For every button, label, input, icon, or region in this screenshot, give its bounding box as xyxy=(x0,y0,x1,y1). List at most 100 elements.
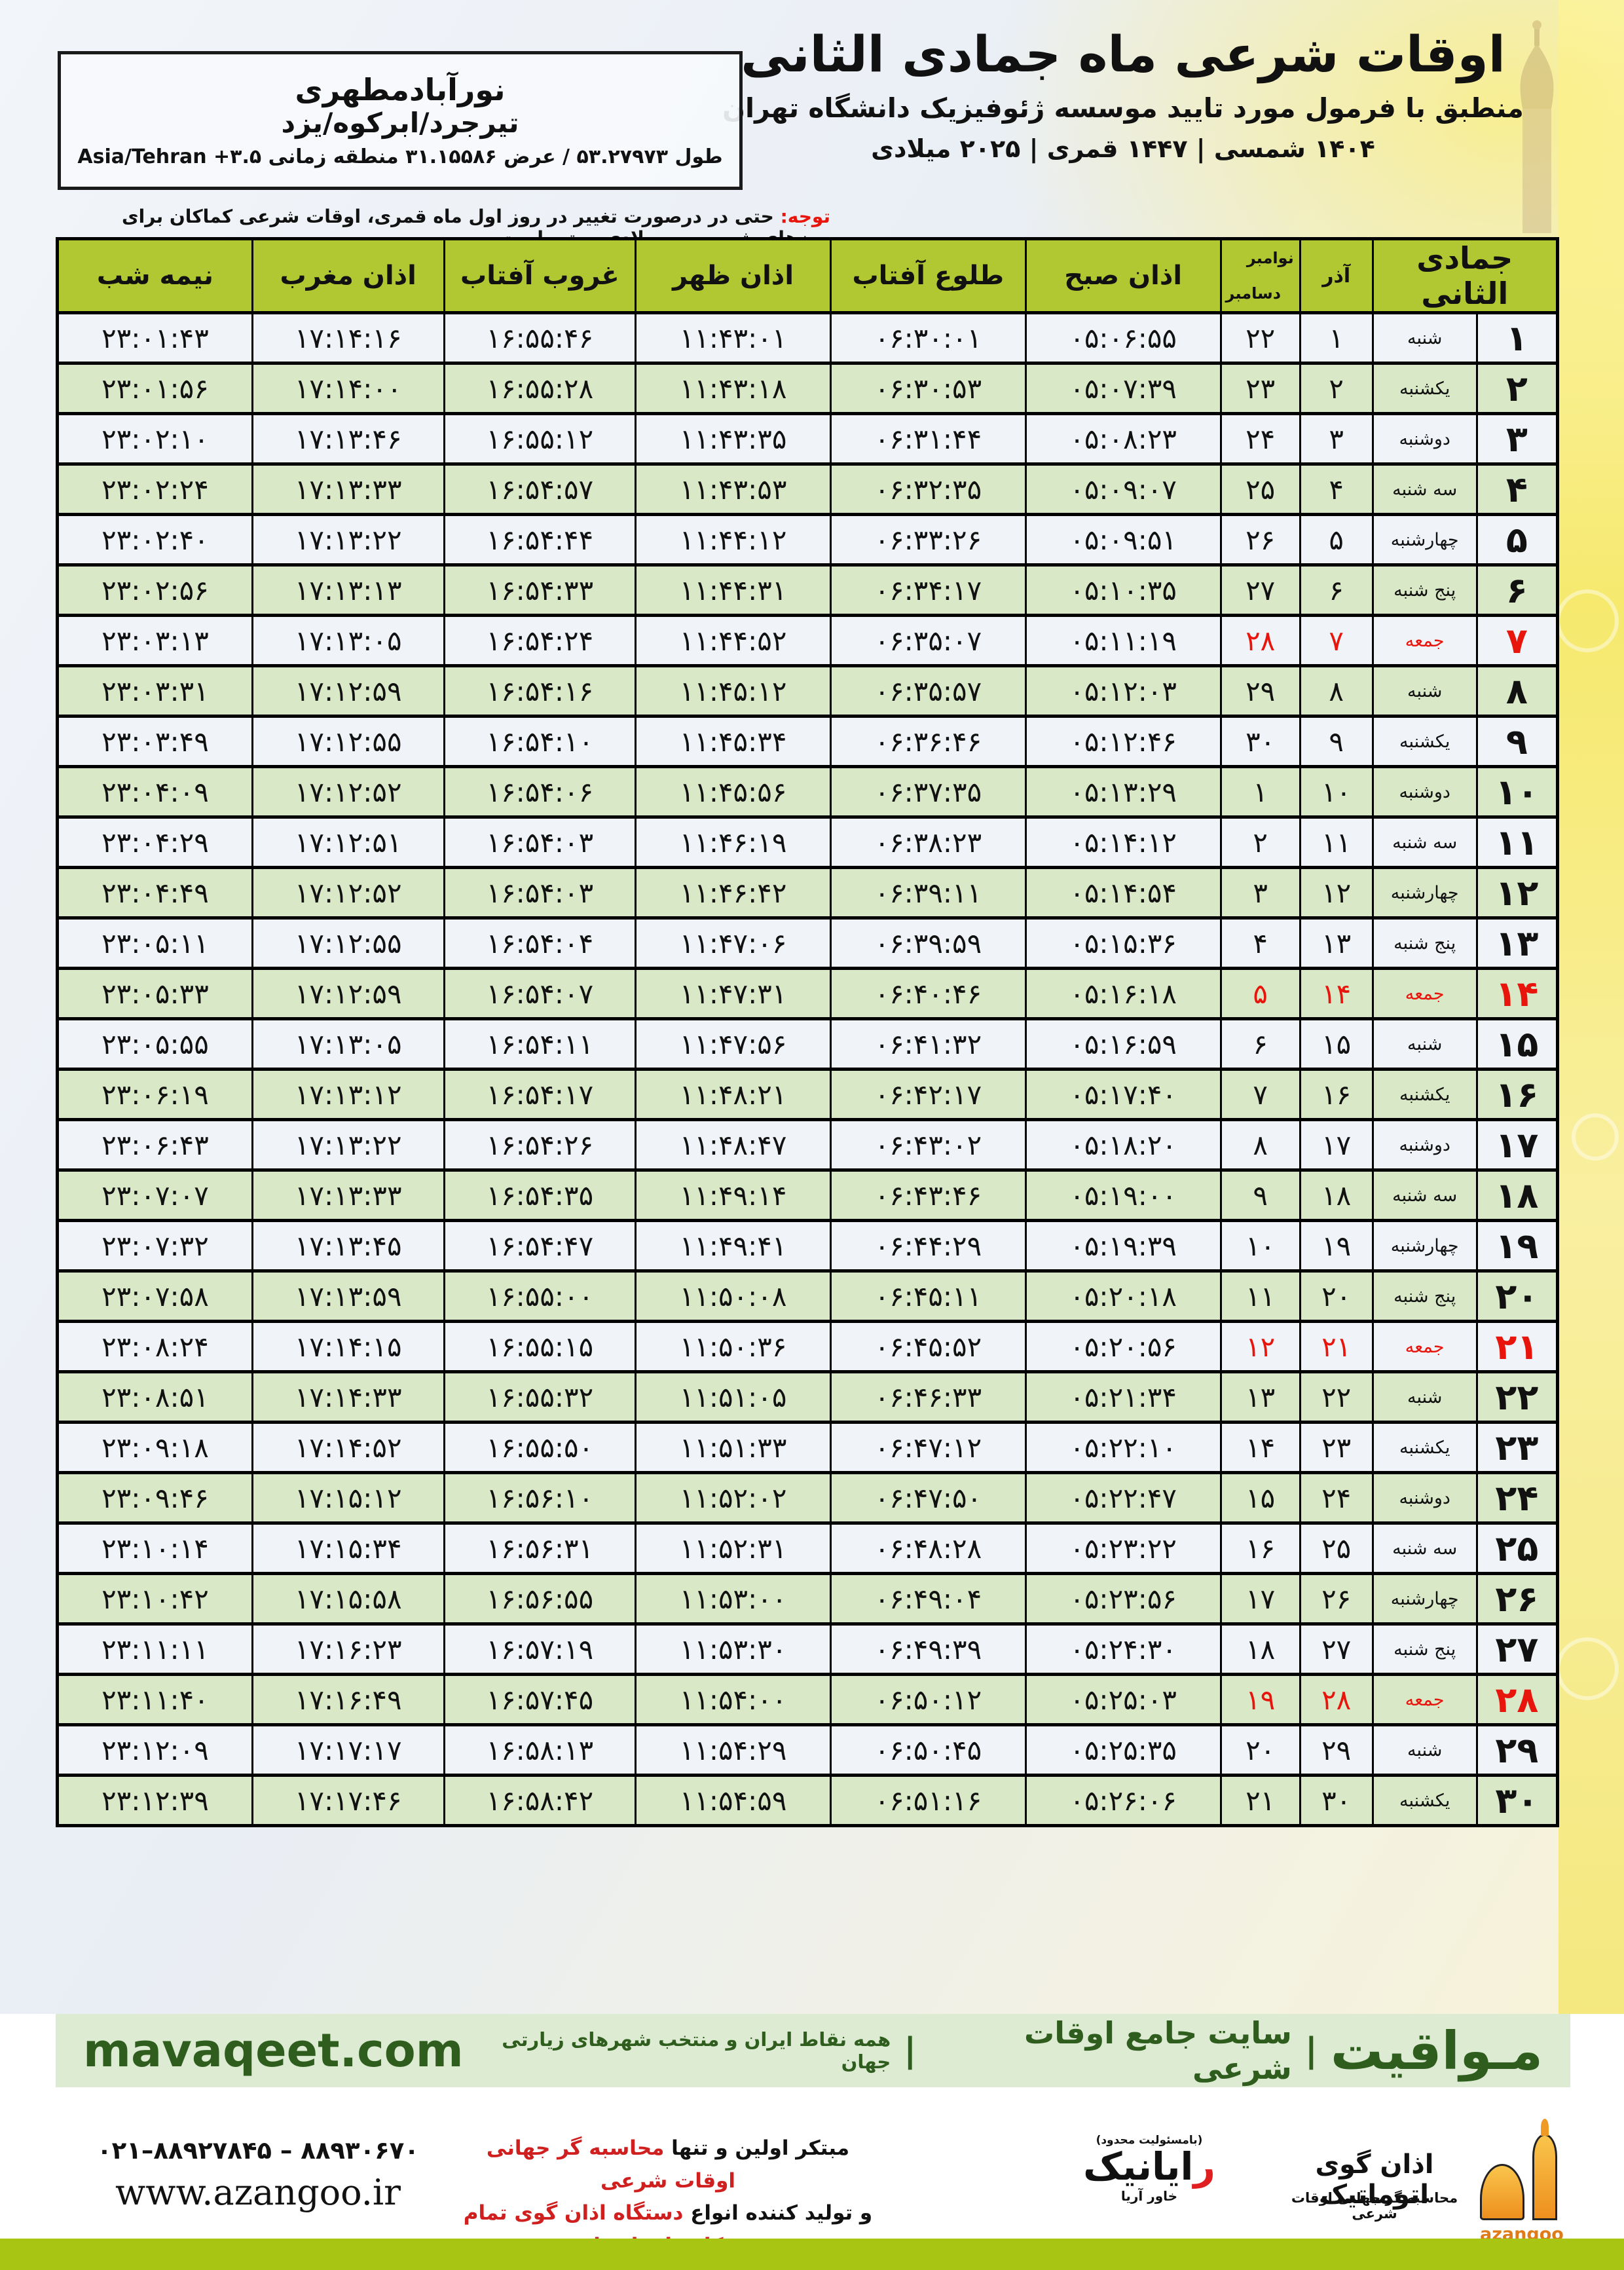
sunrise-time: ۰۶:۵۱:۱۶ xyxy=(829,1774,1027,1827)
table-row: ۸ شنبه ۸ ۲۹ ۰۵:۱۲:۰۳ ۰۶:۳۵:۵۷ ۱۱:۴۵:۱۲ ۱… xyxy=(56,664,1559,718)
hijri-day: ۲۶ xyxy=(1475,1572,1559,1626)
azan-maghreb-time: ۱۷:۱۴:۰۰ xyxy=(251,362,445,415)
azan-sobh-time: ۰۵:۲۳:۲۲ xyxy=(1024,1521,1222,1575)
azan-maghreb-time: ۱۷:۱۷:۴۶ xyxy=(251,1774,445,1827)
table-row: ۴ سه شنبه ۴ ۲۵ ۰۵:۰۹:۰۷ ۰۶:۳۲:۳۵ ۱۱:۴۳:۵… xyxy=(56,462,1559,516)
azan-maghreb-time: ۱۷:۱۲:۵۹ xyxy=(251,967,445,1020)
gregorian-day: ۲۰ xyxy=(1219,1723,1301,1777)
maker-line2-black: و تولید کننده انواع xyxy=(690,2201,873,2225)
hijri-day: ۷ xyxy=(1475,614,1559,667)
azan-sobh-time: ۰۵:۱۴:۱۲ xyxy=(1024,815,1222,869)
hijri-day: ۸ xyxy=(1475,664,1559,718)
azan-maghreb-time: ۱۷:۱۳:۱۳ xyxy=(251,563,445,617)
azan-zohr-time: ۱۱:۴۳:۵۳ xyxy=(635,462,832,516)
midnight-time: ۲۳:۱۰:۴۲ xyxy=(56,1572,253,1626)
table-row: ۷ جمعه ۷ ۲۸ ۰۵:۱۱:۱۹ ۰۶:۳۵:۰۷ ۱۱:۴۴:۵۲ ۱… xyxy=(56,614,1559,667)
azar-day: ۲۸ xyxy=(1299,1673,1374,1726)
sunrise-time: ۰۶:۴۹:۳۹ xyxy=(829,1622,1027,1676)
table-row: ۲۸ جمعه ۲۸ ۱۹ ۰۵:۲۵:۰۳ ۰۶:۵۰:۱۲ ۱۱:۵۴:۰۰… xyxy=(56,1673,1559,1726)
table-row: ۲۹ شنبه ۲۹ ۲۰ ۰۵:۲۵:۳۵ ۰۶:۵۰:۴۵ ۱۱:۵۴:۲۹… xyxy=(56,1723,1559,1777)
weekday: چهارشنبه xyxy=(1371,513,1478,567)
azar-day: ۶ xyxy=(1299,563,1374,617)
sunrise-time: ۰۶:۴۰:۴۶ xyxy=(829,967,1027,1020)
sunrise-time: ۰۶:۳۱:۴۴ xyxy=(829,412,1027,466)
hijri-day: ۱۰ xyxy=(1475,765,1559,819)
weekday: پنج شنبه xyxy=(1371,1269,1478,1323)
azan-sobh-time: ۰۵:۱۲:۴۶ xyxy=(1024,715,1222,768)
rayanik-pre-label: (بامسئولیت محدود) xyxy=(1096,2134,1203,2147)
sunrise-time: ۰۶:۳۰:۵۳ xyxy=(829,362,1027,415)
dome-icon xyxy=(1480,2164,1524,2220)
prayer-times-table: جمادی الثانی آذر نوامبر دسامبر اذان صبح … xyxy=(56,237,1559,1827)
weekday: یکشنبه xyxy=(1371,1068,1478,1121)
azan-zohr-time: ۱۱:۴۵:۱۲ xyxy=(635,664,832,718)
azan-sobh-time: ۰۵:۱۴:۵۴ xyxy=(1024,866,1222,920)
hijri-day: ۱۶ xyxy=(1475,1068,1559,1121)
azar-day: ۲۵ xyxy=(1299,1521,1374,1575)
rayanik-name: رایانیک xyxy=(1067,2147,1231,2187)
sunset-time: ۱۶:۵۸:۴۲ xyxy=(443,1774,637,1827)
sunset-time: ۱۶:۵۵:۱۲ xyxy=(443,412,637,466)
weekday: دوشنبه xyxy=(1371,412,1478,466)
gregorian-day: ۱۶ xyxy=(1219,1521,1301,1575)
weekday: شنبه xyxy=(1371,1370,1478,1424)
maker-line1-red: محاسبه گر جهانی اوقات شرعی xyxy=(486,2136,736,2193)
sunset-time: ۱۶:۵۴:۰۶ xyxy=(443,765,637,819)
azan-maghreb-time: ۱۷:۱۶:۴۹ xyxy=(251,1673,445,1726)
sunset-time: ۱۶:۵۴:۴۴ xyxy=(443,513,637,567)
azan-zohr-time: ۱۱:۵۲:۳۱ xyxy=(635,1521,832,1575)
sunset-time: ۱۶:۵۶:۱۰ xyxy=(443,1471,637,1525)
sunset-time: ۱۶:۵۵:۴۶ xyxy=(443,311,637,365)
table-row: ۹ یکشنبه ۹ ۳۰ ۰۵:۱۲:۴۶ ۰۶:۳۶:۴۶ ۱۱:۴۵:۳۴… xyxy=(56,715,1559,768)
weekday: یکشنبه xyxy=(1371,715,1478,768)
gregorian-day: ۱ xyxy=(1219,765,1301,819)
table-row: ۱۳ پنج شنبه ۱۳ ۴ ۰۵:۱۵:۳۶ ۰۶:۳۹:۵۹ ۱۱:۴۷… xyxy=(56,916,1559,970)
hijri-day: ۲۹ xyxy=(1475,1723,1559,1777)
location-region: تیرجرد/ابرکوه/یزد xyxy=(281,106,519,139)
sunset-time: ۱۶:۵۵:۱۵ xyxy=(443,1320,637,1373)
azangoo-persian-tagline: محاسبه گر جهانی اوقات شرعی xyxy=(1291,2190,1458,2222)
hijri-day: ۱۱ xyxy=(1475,815,1559,869)
prayer-table-body: ۱ شنبه ۱ ۲۲ ۰۵:۰۶:۵۵ ۰۶:۳۰:۰۱ ۱۱:۴۳:۰۱ ۱… xyxy=(56,311,1559,1827)
table-row: ۱۷ دوشنبه ۱۷ ۸ ۰۵:۱۸:۲۰ ۰۶:۴۳:۰۲ ۱۱:۴۸:۴… xyxy=(56,1118,1559,1172)
azan-sobh-time: ۰۵:۰۷:۳۹ xyxy=(1024,362,1222,415)
weekday: دوشنبه xyxy=(1371,1118,1478,1172)
azan-zohr-time: ۱۱:۵۱:۳۳ xyxy=(635,1421,832,1474)
azar-day: ۲۶ xyxy=(1299,1572,1374,1626)
azar-day: ۱۸ xyxy=(1299,1168,1374,1222)
azan-maghreb-time: ۱۷:۱۴:۱۶ xyxy=(251,311,445,365)
header-sunset: غروب آفتاب xyxy=(443,238,637,314)
azan-sobh-time: ۰۵:۱۵:۳۶ xyxy=(1024,916,1222,970)
azan-zohr-time: ۱۱:۵۰:۰۸ xyxy=(635,1269,832,1323)
azan-sobh-time: ۰۵:۲۶:۰۶ xyxy=(1024,1774,1222,1827)
sunset-time: ۱۶:۵۵:۵۰ xyxy=(443,1421,637,1474)
header-gregorian-month: نوامبر دسامبر xyxy=(1219,238,1301,314)
azar-day: ۱۰ xyxy=(1299,765,1374,819)
decorative-side-strip xyxy=(1559,0,1624,2014)
sunset-time: ۱۶:۵۴:۳۵ xyxy=(443,1168,637,1222)
azar-day: ۲۲ xyxy=(1299,1370,1374,1424)
azan-zohr-time: ۱۱:۵۰:۳۶ xyxy=(635,1320,832,1373)
midnight-time: ۲۳:۰۴:۰۹ xyxy=(56,765,253,819)
sunset-time: ۱۶:۵۴:۴۷ xyxy=(443,1219,637,1273)
gregorian-day: ۶ xyxy=(1219,1017,1301,1071)
midnight-time: ۲۳:۰۳:۱۳ xyxy=(56,614,253,667)
azar-day: ۱۲ xyxy=(1299,866,1374,920)
midnight-time: ۲۳:۰۷:۵۸ xyxy=(56,1269,253,1323)
weekday: سه شنبه xyxy=(1371,1521,1478,1575)
azar-day: ۸ xyxy=(1299,664,1374,718)
header-december: دسامبر xyxy=(1225,284,1282,303)
azan-maghreb-time: ۱۷:۱۲:۵۱ xyxy=(251,815,445,869)
azar-day: ۵ xyxy=(1299,513,1374,567)
minaret-illustration xyxy=(1520,20,1554,233)
hijri-day: ۹ xyxy=(1475,715,1559,768)
azan-zohr-time: ۱۱:۴۶:۴۲ xyxy=(635,866,832,920)
weekday: شنبه xyxy=(1371,1723,1478,1777)
midnight-time: ۲۳:۰۲:۱۰ xyxy=(56,412,253,466)
header-sunrise: طلوع آفتاب xyxy=(829,238,1027,314)
midnight-time: ۲۳:۰۱:۵۶ xyxy=(56,362,253,415)
azan-sobh-time: ۰۵:۰۸:۲۳ xyxy=(1024,412,1222,466)
sunset-time: ۱۶:۵۴:۰۴ xyxy=(443,916,637,970)
sunset-time: ۱۶:۵۴:۱۱ xyxy=(443,1017,637,1071)
azar-day: ۱۱ xyxy=(1299,815,1374,869)
